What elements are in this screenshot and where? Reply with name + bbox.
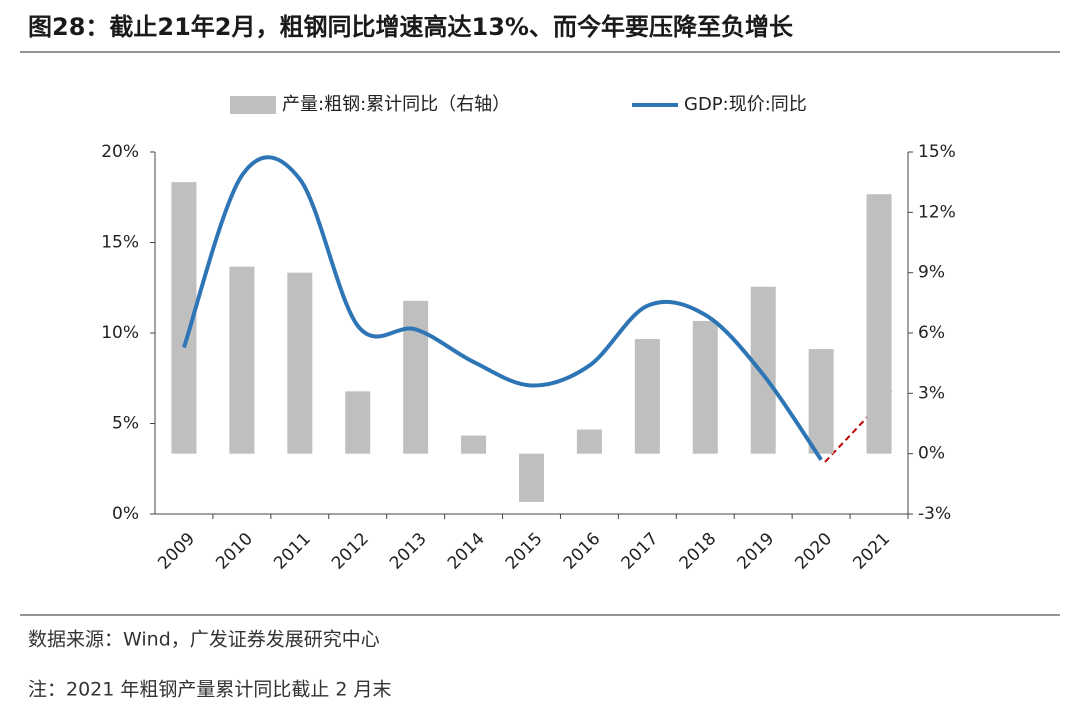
bar: [866, 194, 892, 454]
x-tick-label: 2010: [212, 529, 257, 574]
trend-arrow: [824, 390, 892, 463]
legend-label: GDP:现价:同比: [684, 94, 807, 115]
y2-tick-label: 9%: [918, 263, 945, 283]
x-tick-label: 2021: [849, 529, 894, 574]
y2-tick-label: 12%: [918, 202, 956, 222]
x-tick-label: 2009: [154, 529, 199, 574]
x-tick-label: 2018: [676, 529, 721, 574]
bar: [519, 453, 544, 502]
x-tick-label: 2013: [386, 529, 431, 574]
x-tick-label: 2019: [734, 529, 779, 574]
x-tick-label: 2015: [502, 529, 547, 574]
bar: [692, 320, 718, 454]
x-tick-label: 2011: [270, 529, 315, 574]
bar: [576, 429, 602, 454]
bar: [750, 286, 776, 454]
y2-tick-label: 6%: [918, 323, 945, 343]
line: [182, 155, 823, 461]
note: 注：2021 年粗钢产量累计同比截止 2 月末: [28, 679, 392, 701]
y2-tick-label: -3%: [918, 504, 951, 524]
chart-title: 图28：截止21年2月，粗钢同比增速高达13%、而今年要压降至负增长: [28, 13, 794, 41]
x-tick-label: 2014: [444, 529, 489, 574]
x-tick-label: 2020: [791, 529, 836, 574]
bar: [287, 272, 313, 454]
source: 数据来源：Wind，广发证券发展研究中心: [28, 629, 380, 651]
bar: [461, 435, 487, 454]
bar: [808, 349, 834, 454]
bar: [229, 266, 255, 454]
y-tick-label: 5%: [112, 414, 139, 434]
bar: [345, 391, 371, 454]
y-tick-label: 20%: [101, 142, 139, 162]
legend-label: 产量:粗钢:累计同比（右轴）: [282, 94, 510, 115]
x-tick-label: 2012: [328, 529, 373, 574]
x-tick-label: 2016: [560, 529, 605, 574]
bar: [403, 300, 429, 454]
y-tick-label: 10%: [101, 323, 139, 343]
y-tick-label: 0%: [112, 504, 139, 524]
y2-tick-label: 0%: [918, 444, 945, 464]
y-tick-label: 15%: [101, 233, 139, 253]
bar: [634, 339, 660, 454]
y2-tick-label: 15%: [918, 142, 956, 162]
legend-swatch: [230, 96, 276, 114]
x-tick-label: 2017: [618, 529, 663, 574]
y2-tick-label: 3%: [918, 383, 945, 403]
